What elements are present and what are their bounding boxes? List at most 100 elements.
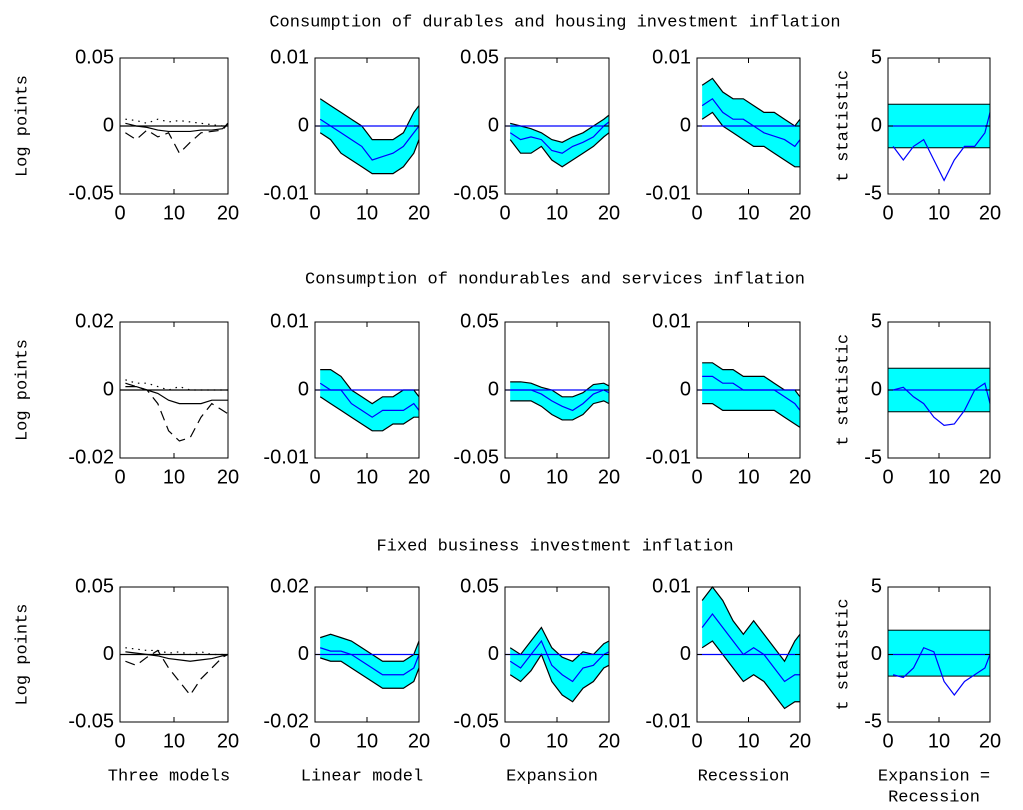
y-tick-label: 0 <box>488 378 499 400</box>
x-tick-label: 20 <box>408 730 430 752</box>
series-line <box>125 651 229 662</box>
y-axis-label: t statistic <box>834 598 853 710</box>
band-fill <box>702 587 800 709</box>
y-tick-label: -5 <box>864 710 882 732</box>
x-tick-label: 10 <box>737 202 759 224</box>
x-tick-label: 0 <box>309 202 320 224</box>
x-tick-label: 0 <box>499 466 510 488</box>
y-tick-label: 0 <box>680 378 691 400</box>
x-tick-label: 20 <box>408 466 430 488</box>
band-edge <box>509 132 610 168</box>
series-line <box>701 97 801 148</box>
band-fill <box>510 627 609 702</box>
series-line <box>125 118 229 127</box>
y-tick-label: 0.01 <box>270 46 309 68</box>
x-tick-label: 10 <box>163 202 185 224</box>
series-line <box>125 122 229 155</box>
y-tick-label: -5 <box>864 182 882 204</box>
y-tick-label: -0.01 <box>645 710 691 732</box>
y-tick-label: 0.01 <box>652 575 691 597</box>
y-tick-label: 5 <box>871 46 882 68</box>
series-line <box>125 647 228 656</box>
series-line <box>892 646 991 696</box>
band-edge <box>509 626 610 662</box>
x-tick-label: 0 <box>114 466 125 488</box>
y-tick-label: -0.01 <box>645 446 691 468</box>
x-tick-label: 20 <box>217 466 239 488</box>
x-tick-label: 0 <box>882 466 893 488</box>
band-edge <box>509 653 610 703</box>
y-axis-label: Log points <box>13 339 32 441</box>
x-tick-label: 10 <box>546 730 568 752</box>
y-tick-label: 0 <box>680 114 691 136</box>
y-tick-label: 0 <box>680 643 691 665</box>
band-edge <box>510 400 610 421</box>
x-tick-label: 0 <box>691 466 702 488</box>
series-line <box>892 112 991 182</box>
series-line <box>125 382 229 442</box>
x-tick-label: 10 <box>737 466 759 488</box>
band-fill <box>702 362 800 428</box>
x-tick-label: 0 <box>309 466 320 488</box>
band-edge <box>702 403 801 428</box>
series-line <box>892 382 991 426</box>
y-tick-label: -0.01 <box>263 446 309 468</box>
y-tick-label: 0 <box>871 378 882 400</box>
band-edge <box>320 657 420 689</box>
series-line <box>509 639 610 683</box>
y-tick-label: 0 <box>103 643 114 665</box>
x-tick-label: 0 <box>882 730 893 752</box>
x-tick-label: 0 <box>499 202 510 224</box>
x-tick-label: 0 <box>114 202 125 224</box>
y-tick-label: -0.05 <box>68 182 114 204</box>
x-tick-label: 20 <box>789 202 811 224</box>
band-edge <box>510 381 610 398</box>
series-line <box>319 118 420 161</box>
x-tick-label: 20 <box>217 202 239 224</box>
x-tick-label: 0 <box>114 730 125 752</box>
x-axis-label: Expansion <box>506 767 598 786</box>
series-line <box>702 375 801 411</box>
band-fill <box>702 78 800 167</box>
y-tick-label: 0 <box>298 643 309 665</box>
row-title: Consumption of durables and housing inve… <box>269 13 840 32</box>
x-axis-label: Expansion = <box>878 767 990 786</box>
y-tick-label: 0 <box>871 643 882 665</box>
y-tick-label: 0 <box>488 114 499 136</box>
x-tick-label: 10 <box>356 466 378 488</box>
y-tick-label: -5 <box>864 446 882 468</box>
y-tick-label: 0.01 <box>270 310 309 332</box>
row-title: Consumption of nondurables and services … <box>305 270 805 289</box>
band-edge <box>319 132 420 175</box>
band-edge <box>701 77 801 127</box>
x-tick-label: 10 <box>546 466 568 488</box>
series-line <box>509 121 610 154</box>
series-line <box>510 389 610 412</box>
row-title: Fixed business investment inflation <box>376 537 733 556</box>
y-tick-label: -0.01 <box>645 182 691 204</box>
x-tick-label: 0 <box>309 730 320 752</box>
y-tick-label: 0.05 <box>460 575 499 597</box>
y-axis-label: t statistic <box>834 334 853 446</box>
y-tick-label: 0.05 <box>460 46 499 68</box>
y-tick-label: -0.05 <box>453 446 499 468</box>
x-tick-label: 20 <box>979 202 1001 224</box>
series-line <box>701 613 800 683</box>
band-fill <box>320 369 419 431</box>
y-tick-label: 0.01 <box>652 310 691 332</box>
band-edge <box>319 396 419 432</box>
x-tick-label: 0 <box>882 202 893 224</box>
